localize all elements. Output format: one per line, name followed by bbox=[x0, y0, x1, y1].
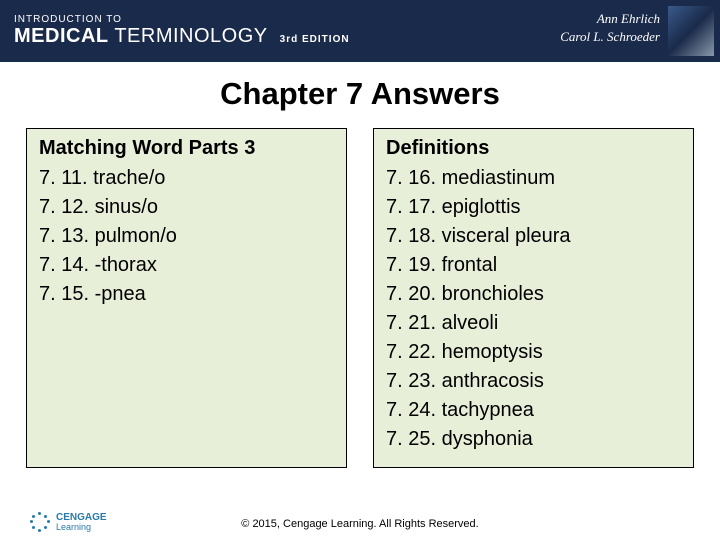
list-item: 7. 16. mediastinum bbox=[386, 164, 681, 193]
title-bold: MEDICAL bbox=[14, 25, 108, 47]
list-item: 7. 22. hemoptysis bbox=[386, 338, 681, 367]
list-item: 7. 14. -thorax bbox=[39, 251, 334, 280]
title-thin: TERMINOLOGY bbox=[114, 25, 267, 47]
list-item: 7. 24. tachypnea bbox=[386, 396, 681, 425]
list-item: 7. 20. bronchioles bbox=[386, 280, 681, 309]
right-box: Definitions 7. 16. mediastinum 7. 17. ep… bbox=[373, 128, 694, 468]
list-item: 7. 12. sinus/o bbox=[39, 193, 334, 222]
author-2: Carol L. Schroeder bbox=[560, 28, 660, 46]
list-item: 7. 15. -pnea bbox=[39, 280, 334, 309]
list-item: 7. 18. visceral pleura bbox=[386, 222, 681, 251]
left-heading: Matching Word Parts 3 bbox=[39, 137, 334, 160]
edition: 3rd EDITION bbox=[280, 34, 350, 45]
list-item: 7. 25. dysphonia bbox=[386, 425, 681, 454]
content-columns: Matching Word Parts 3 7. 11. trache/o 7.… bbox=[0, 128, 720, 468]
list-item: 7. 11. trache/o bbox=[39, 164, 334, 193]
corner-graphic bbox=[668, 6, 714, 56]
copyright-footer: © 2015, Cengage Learning. All Rights Res… bbox=[0, 518, 720, 530]
header-left: INTRODUCTION TO MEDICAL TERMINOLOGY 3rd … bbox=[0, 14, 350, 48]
list-item: 7. 19. frontal bbox=[386, 251, 681, 280]
left-box: Matching Word Parts 3 7. 11. trache/o 7.… bbox=[26, 128, 347, 468]
author-1: Ann Ehrlich bbox=[560, 10, 660, 28]
header-bar: INTRODUCTION TO MEDICAL TERMINOLOGY 3rd … bbox=[0, 0, 720, 62]
list-item: 7. 23. anthracosis bbox=[386, 367, 681, 396]
authors: Ann Ehrlich Carol L. Schroeder bbox=[560, 10, 660, 46]
list-item: 7. 17. epiglottis bbox=[386, 193, 681, 222]
intro-line: INTRODUCTION TO bbox=[14, 14, 350, 25]
right-heading: Definitions bbox=[386, 137, 681, 160]
list-item: 7. 21. alveoli bbox=[386, 309, 681, 338]
chapter-title: Chapter 7 Answers bbox=[0, 76, 720, 112]
book-title: MEDICAL TERMINOLOGY 3rd EDITION bbox=[14, 25, 350, 48]
list-item: 7. 13. pulmon/o bbox=[39, 222, 334, 251]
